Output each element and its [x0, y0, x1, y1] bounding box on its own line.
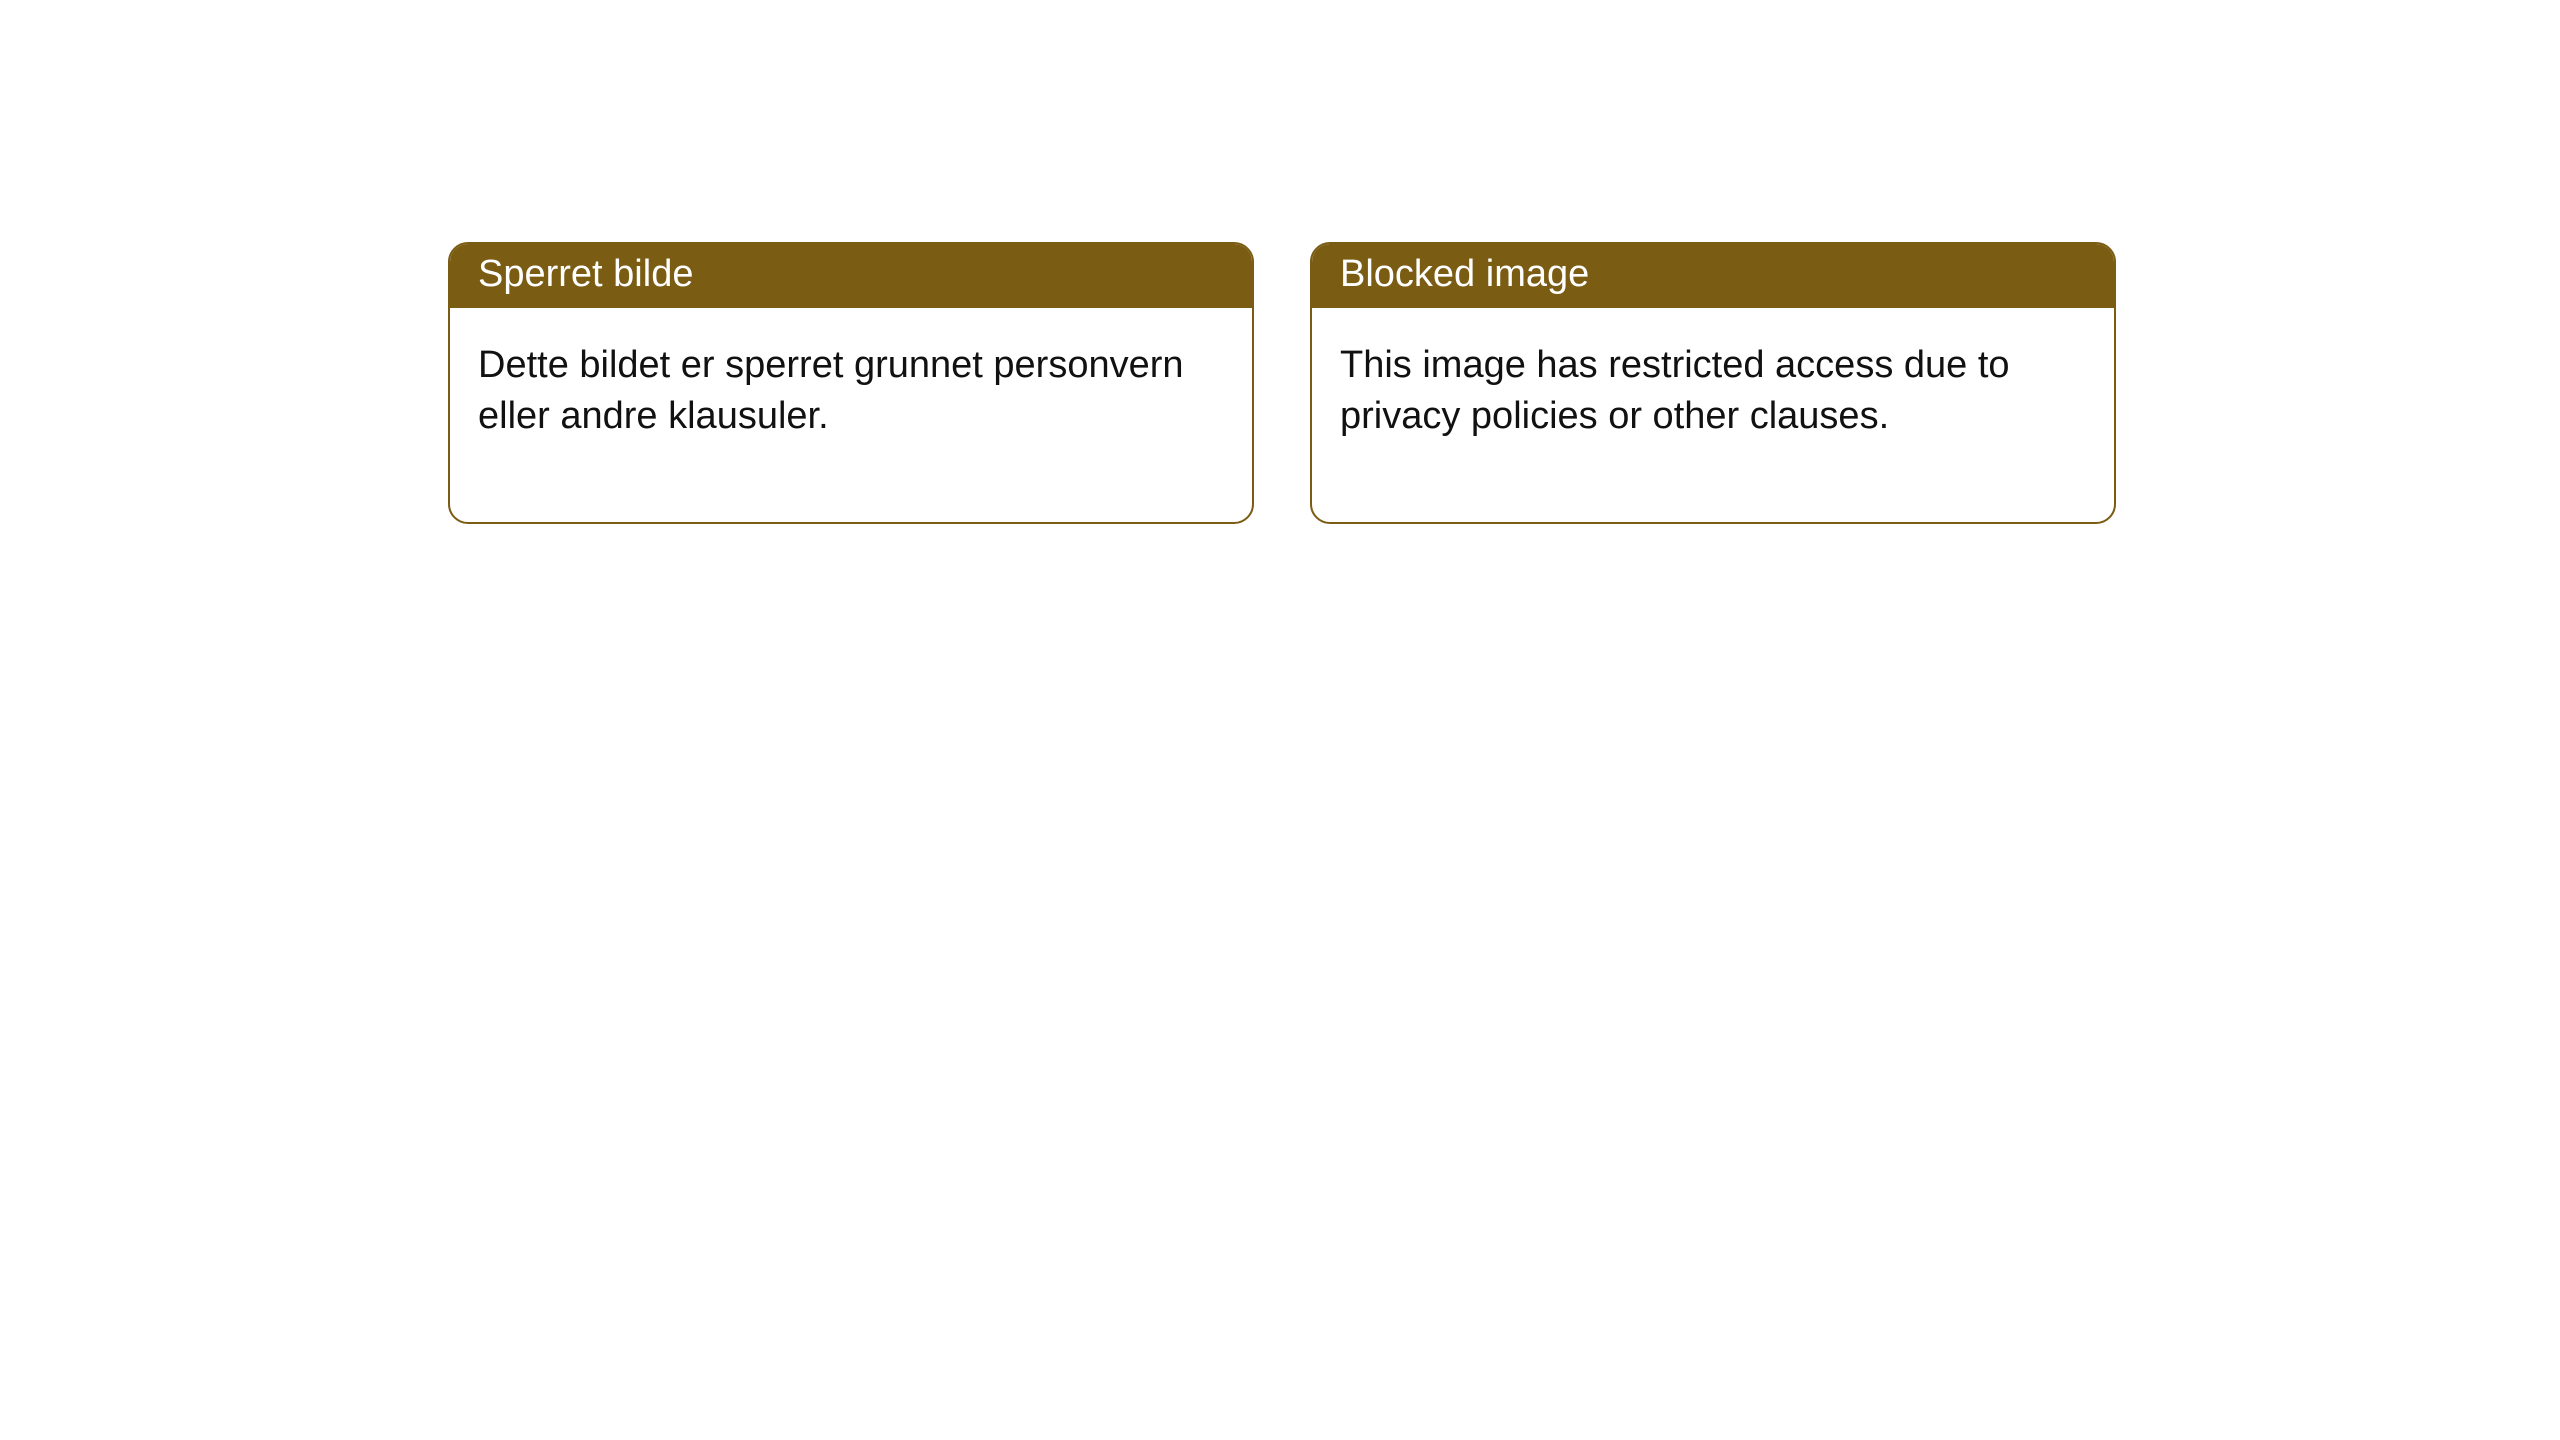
notice-body: This image has restricted access due to … [1312, 308, 2114, 523]
notice-card-norwegian: Sperret bilde Dette bildet er sperret gr… [448, 242, 1254, 524]
notice-title: Blocked image [1312, 244, 2114, 308]
notices-row: Sperret bilde Dette bildet er sperret gr… [0, 0, 2560, 524]
notice-title: Sperret bilde [450, 244, 1252, 308]
notice-body: Dette bildet er sperret grunnet personve… [450, 308, 1252, 523]
notice-card-english: Blocked image This image has restricted … [1310, 242, 2116, 524]
